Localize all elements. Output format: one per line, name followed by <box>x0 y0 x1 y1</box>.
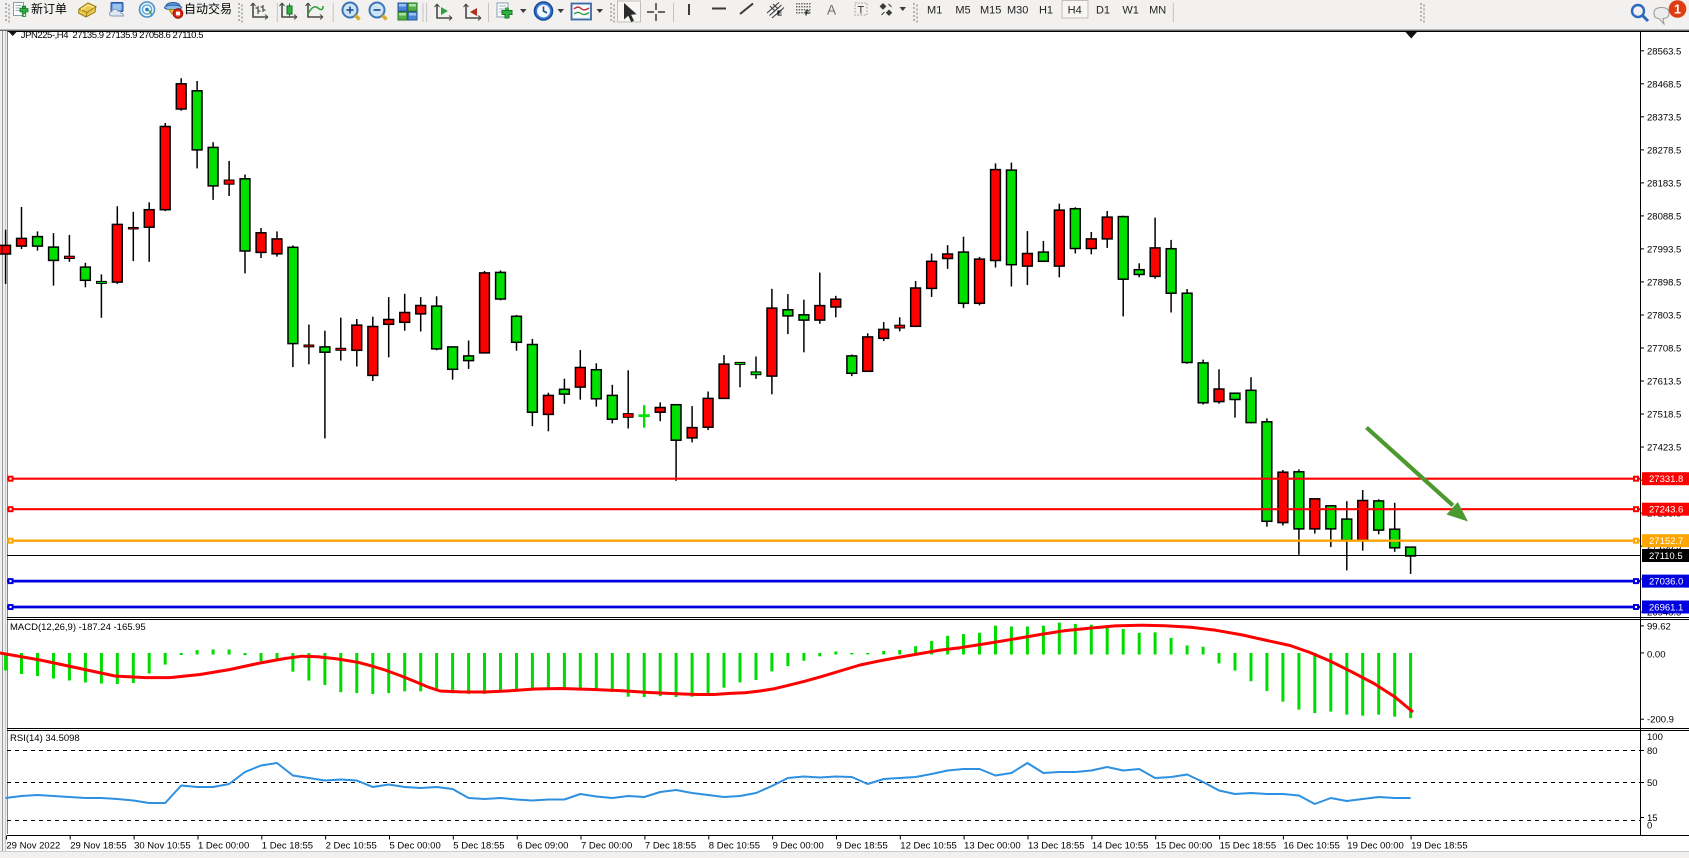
svg-text:27708.5: 27708.5 <box>1647 344 1681 355</box>
svg-text:M1: M1 <box>927 5 942 17</box>
svg-text:M15: M15 <box>980 5 1001 17</box>
svg-text:27898.5: 27898.5 <box>1647 277 1681 288</box>
svg-text:19 Dec 18:55: 19 Dec 18:55 <box>1411 841 1468 852</box>
svg-text:27613.5: 27613.5 <box>1647 377 1681 388</box>
svg-text:27803.5: 27803.5 <box>1647 311 1681 322</box>
svg-text:28563.5: 28563.5 <box>1647 46 1681 57</box>
svg-text:99.62: 99.62 <box>1647 621 1671 632</box>
svg-text:F: F <box>805 9 810 18</box>
svg-text:100: 100 <box>1647 732 1663 743</box>
svg-text:5 Dec 18:55: 5 Dec 18:55 <box>453 841 504 852</box>
svg-text:自动交易: 自动交易 <box>184 1 232 16</box>
svg-text:28088.5: 28088.5 <box>1647 211 1681 222</box>
svg-text:7 Dec 18:55: 7 Dec 18:55 <box>645 841 696 852</box>
svg-text:8 Dec 10:55: 8 Dec 10:55 <box>709 841 760 852</box>
svg-text:27152.7: 27152.7 <box>1649 536 1683 547</box>
svg-text:13 Dec 18:55: 13 Dec 18:55 <box>1028 841 1085 852</box>
svg-text:0: 0 <box>1647 820 1652 831</box>
svg-text:27993.5: 27993.5 <box>1647 244 1681 255</box>
svg-text:15 Dec 18:55: 15 Dec 18:55 <box>1220 841 1277 852</box>
svg-text:30 Nov 10:55: 30 Nov 10:55 <box>134 841 191 852</box>
svg-text:27110.5: 27110.5 <box>1649 551 1683 562</box>
svg-text:29 Nov 2022: 29 Nov 2022 <box>6 841 60 852</box>
svg-text:6 Dec 09:00: 6 Dec 09:00 <box>517 841 568 852</box>
svg-text:9 Dec 00:00: 9 Dec 00:00 <box>773 841 824 852</box>
svg-text:7 Dec 00:00: 7 Dec 00:00 <box>581 841 632 852</box>
svg-text:15 Dec 00:00: 15 Dec 00:00 <box>1156 841 1213 852</box>
svg-text:T: T <box>858 5 865 17</box>
svg-text:12 Dec 10:55: 12 Dec 10:55 <box>900 841 957 852</box>
svg-text:27518.5: 27518.5 <box>1647 410 1681 421</box>
svg-text:1: 1 <box>1674 3 1681 17</box>
svg-text:MN: MN <box>1149 5 1166 17</box>
svg-text:80: 80 <box>1647 746 1658 757</box>
svg-text:13 Dec 00:00: 13 Dec 00:00 <box>964 841 1021 852</box>
svg-text:M5: M5 <box>955 5 970 17</box>
svg-text:28183.5: 28183.5 <box>1647 178 1681 189</box>
svg-text:29 Nov 18:55: 29 Nov 18:55 <box>70 841 127 852</box>
svg-text:1 Dec 00:00: 1 Dec 00:00 <box>198 841 249 852</box>
svg-text:0.00: 0.00 <box>1647 649 1666 660</box>
svg-text:28373.5: 28373.5 <box>1647 112 1681 123</box>
svg-text:9 Dec 18:55: 9 Dec 18:55 <box>837 841 888 852</box>
svg-text:W1: W1 <box>1122 5 1139 17</box>
svg-text:28468.5: 28468.5 <box>1647 79 1681 90</box>
svg-text:RSI(14) 34.5098: RSI(14) 34.5098 <box>10 733 80 744</box>
svg-text:14 Dec 10:55: 14 Dec 10:55 <box>1092 841 1149 852</box>
svg-text:28278.5: 28278.5 <box>1647 145 1681 156</box>
svg-text:新订单: 新订单 <box>31 1 67 16</box>
svg-text:H4: H4 <box>1068 5 1082 17</box>
svg-text:1 Dec 18:55: 1 Dec 18:55 <box>262 841 313 852</box>
svg-text:50: 50 <box>1647 778 1658 789</box>
svg-text:27036.0: 27036.0 <box>1649 577 1683 588</box>
svg-text:27243.6: 27243.6 <box>1649 505 1683 516</box>
svg-text:27423.5: 27423.5 <box>1647 443 1681 454</box>
svg-text:JPN225-,H4 27135.9 27135.9 27: JPN225-,H4 27135.9 27135.9 27058.6 27110… <box>21 30 203 41</box>
svg-text:A: A <box>827 3 836 18</box>
svg-text:E: E <box>777 9 782 18</box>
svg-text:H1: H1 <box>1039 5 1053 17</box>
svg-text:19 Dec 00:00: 19 Dec 00:00 <box>1347 841 1404 852</box>
svg-text:MACD(12,26,9) -187.24 -165.95: MACD(12,26,9) -187.24 -165.95 <box>10 622 146 633</box>
svg-text:16 Dec 10:55: 16 Dec 10:55 <box>1283 841 1340 852</box>
svg-text:5 Dec 00:00: 5 Dec 00:00 <box>390 841 441 852</box>
svg-text:M30: M30 <box>1007 5 1028 17</box>
svg-text:26961.1: 26961.1 <box>1649 603 1683 614</box>
svg-text:D1: D1 <box>1096 5 1110 17</box>
svg-text:15: 15 <box>1647 813 1658 824</box>
svg-text:27331.8: 27331.8 <box>1649 474 1683 485</box>
svg-text:-200.9: -200.9 <box>1647 715 1674 726</box>
svg-text:2 Dec 10:55: 2 Dec 10:55 <box>326 841 377 852</box>
